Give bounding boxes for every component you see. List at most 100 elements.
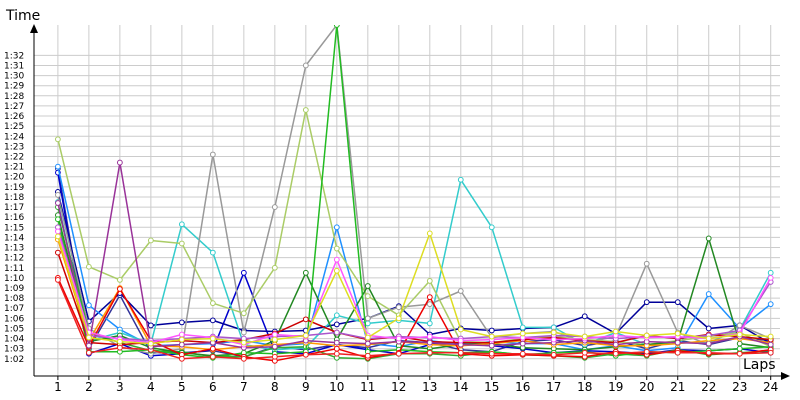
data-point bbox=[333, 345, 340, 352]
y-tick-label: 1:29 bbox=[4, 82, 24, 92]
data-point bbox=[705, 349, 712, 356]
data-point bbox=[426, 349, 433, 356]
data-point bbox=[643, 299, 650, 306]
data-point bbox=[550, 336, 557, 343]
x-tick-label: 15 bbox=[484, 380, 499, 394]
data-point bbox=[395, 350, 402, 357]
data-point bbox=[147, 322, 154, 329]
data-point bbox=[426, 301, 433, 308]
data-point bbox=[736, 340, 743, 347]
data-point bbox=[54, 192, 61, 198]
data-point bbox=[364, 293, 371, 299]
data-point bbox=[85, 302, 92, 309]
data-point bbox=[147, 237, 154, 244]
data-point bbox=[643, 348, 650, 355]
y-tick-label: 1:26 bbox=[4, 112, 24, 122]
y-tick-label: 1:17 bbox=[4, 203, 24, 213]
series-line-6 bbox=[57, 25, 771, 355]
x-tick-label: 24 bbox=[763, 380, 778, 394]
data-point bbox=[736, 331, 743, 338]
data-point bbox=[333, 245, 340, 252]
data-point bbox=[457, 176, 464, 183]
data-point bbox=[612, 350, 619, 357]
x-tick-label: 13 bbox=[422, 380, 437, 394]
data-point bbox=[519, 350, 526, 357]
data-point bbox=[705, 340, 712, 347]
y-tick-label: 1:12 bbox=[4, 254, 24, 264]
data-point bbox=[581, 313, 588, 320]
data-point bbox=[426, 230, 433, 237]
x-tick-label: 11 bbox=[360, 380, 375, 394]
data-point bbox=[302, 107, 309, 113]
data-point bbox=[178, 221, 185, 228]
data-point bbox=[395, 304, 402, 311]
data-point bbox=[519, 324, 526, 331]
data-point bbox=[767, 301, 774, 308]
y-tick-label: 1:03 bbox=[4, 345, 24, 355]
x-tick-label: 23 bbox=[732, 380, 747, 394]
y-tick-label: 1:25 bbox=[4, 122, 24, 132]
data-point bbox=[116, 159, 123, 166]
y-tick-label: 1:27 bbox=[4, 102, 24, 112]
y-tick-label: 1:02 bbox=[4, 355, 24, 365]
x-tick-label: 10 bbox=[329, 380, 344, 394]
data-point bbox=[178, 331, 185, 338]
data-point bbox=[209, 151, 216, 158]
series-line-17 bbox=[57, 231, 772, 346]
data-point bbox=[209, 345, 216, 352]
y-tick-label: 1:14 bbox=[4, 233, 24, 243]
data-point bbox=[54, 163, 61, 170]
series-line-12 bbox=[57, 277, 771, 362]
y-tick-label: 1:08 bbox=[4, 294, 24, 304]
data-point bbox=[302, 316, 309, 323]
y-tick-label: 1:13 bbox=[4, 244, 24, 254]
data-point bbox=[178, 319, 185, 326]
data-point bbox=[116, 277, 123, 283]
data-point bbox=[643, 332, 650, 339]
data-point bbox=[333, 224, 340, 231]
y-axis-arrow bbox=[30, 24, 38, 33]
y-tick-label: 1:15 bbox=[4, 223, 24, 233]
data-point bbox=[333, 312, 340, 319]
x-tick-label: 4 bbox=[147, 380, 155, 394]
series-line-3 bbox=[57, 191, 772, 345]
x-tick-label: 3 bbox=[116, 380, 124, 394]
data-point bbox=[271, 264, 278, 271]
x-tick-label: 18 bbox=[577, 380, 592, 394]
data-point bbox=[736, 345, 743, 352]
data-point bbox=[178, 355, 185, 362]
y-tick-label: 1:30 bbox=[4, 72, 24, 82]
data-point bbox=[426, 339, 433, 346]
data-point bbox=[550, 329, 557, 336]
data-point bbox=[767, 349, 774, 356]
data-point bbox=[333, 321, 340, 328]
data-point bbox=[767, 333, 774, 340]
data-point bbox=[147, 340, 154, 347]
data-point bbox=[457, 326, 464, 333]
plot-area bbox=[54, 25, 774, 364]
data-point bbox=[519, 340, 526, 347]
y-tick-label: 1:21 bbox=[4, 163, 24, 173]
y-tick-label: 1:09 bbox=[4, 284, 24, 294]
y-tick-label: 1:16 bbox=[4, 213, 24, 223]
data-point bbox=[85, 349, 92, 356]
data-point bbox=[364, 334, 371, 341]
x-tick-label: 17 bbox=[546, 380, 561, 394]
data-point bbox=[54, 136, 61, 143]
data-point bbox=[767, 341, 774, 348]
data-point bbox=[488, 342, 495, 349]
y-tick-label: 1:19 bbox=[4, 183, 24, 193]
y-tick-label: 1:31 bbox=[4, 61, 24, 71]
data-point bbox=[612, 328, 619, 335]
data-point bbox=[395, 315, 402, 322]
data-point bbox=[178, 240, 185, 247]
data-point bbox=[488, 327, 495, 334]
data-point bbox=[54, 200, 61, 206]
data-point bbox=[240, 329, 247, 336]
data-point bbox=[333, 350, 340, 357]
x-tick-label: 7 bbox=[240, 380, 248, 394]
series-line-4 bbox=[57, 166, 772, 352]
data-point bbox=[736, 350, 743, 357]
y-tick-label: 1:32 bbox=[4, 51, 24, 61]
data-point bbox=[674, 299, 681, 306]
